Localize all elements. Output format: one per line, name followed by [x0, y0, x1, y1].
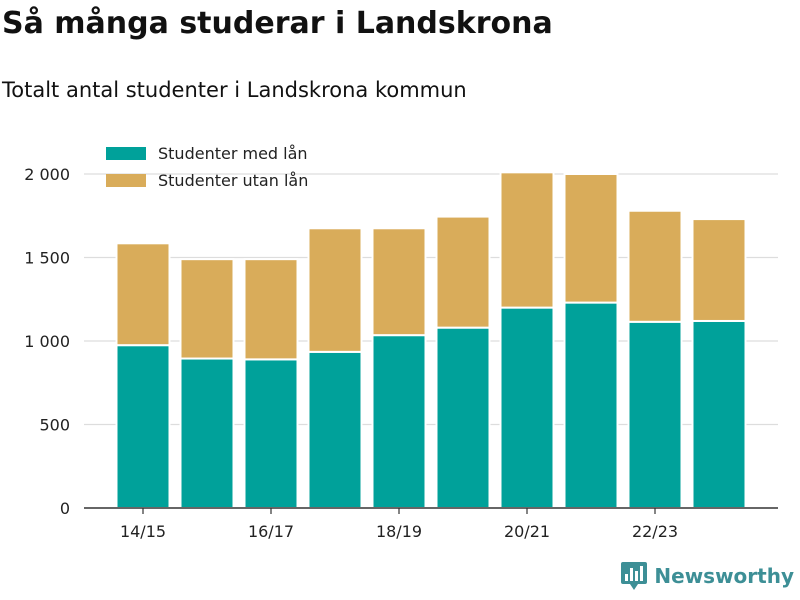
bar-with-loan [499, 306, 555, 509]
y-tick-label: 1 000 [24, 332, 70, 351]
legend-label-without-loan: Studenter utan lån [158, 171, 309, 190]
x-tick-label: 14/15 [120, 522, 166, 541]
bar-with-loan [371, 334, 427, 509]
bar-with-loan [627, 320, 683, 510]
bar-chart-logo-icon [621, 562, 648, 590]
newsworthy-logo: Newsworthy [621, 562, 794, 590]
x-tick-label: 20/21 [504, 522, 550, 541]
bar-with-loan [115, 344, 171, 509]
legend-swatch-without-loan [106, 174, 146, 187]
y-tick-label: 500 [39, 416, 70, 435]
bar-without-loan [627, 209, 683, 323]
chart-title: Så många studerar i Landskrona [2, 6, 553, 41]
brand-name: Newsworthy [654, 564, 794, 588]
y-tick-label: 0 [60, 499, 70, 518]
bar-without-loan [691, 218, 747, 322]
bar-with-loan [691, 319, 747, 509]
bar-without-loan [243, 258, 299, 361]
bar-with-loan [179, 357, 235, 509]
legend-swatch-with-loan [106, 147, 146, 160]
chart-subtitle: Totalt antal studenter i Landskrona komm… [2, 78, 467, 102]
bar-with-loan [243, 358, 299, 509]
bar-with-loan [307, 350, 363, 510]
legend-label-with-loan: Studenter med lån [158, 144, 308, 163]
legend-item-without-loan: Studenter utan lån [106, 167, 308, 194]
bar-without-loan [499, 171, 555, 309]
bar-with-loan [435, 326, 491, 510]
y-tick-label: 2 000 [24, 165, 70, 184]
x-tick-label: 16/17 [248, 522, 294, 541]
bar-without-loan [179, 258, 235, 360]
bar-without-loan [563, 173, 619, 304]
bar-with-loan [563, 301, 619, 509]
bar-without-loan [115, 242, 171, 347]
bar-without-loan [435, 215, 491, 329]
y-tick-label: 1 500 [24, 249, 70, 268]
bar-without-loan [371, 227, 427, 337]
legend-item-with-loan: Studenter med lån [106, 140, 308, 167]
bar-without-loan [307, 227, 363, 353]
x-tick-label: 22/23 [632, 522, 678, 541]
legend: Studenter med lån Studenter utan lån [106, 140, 308, 194]
x-tick-label: 18/19 [376, 522, 422, 541]
